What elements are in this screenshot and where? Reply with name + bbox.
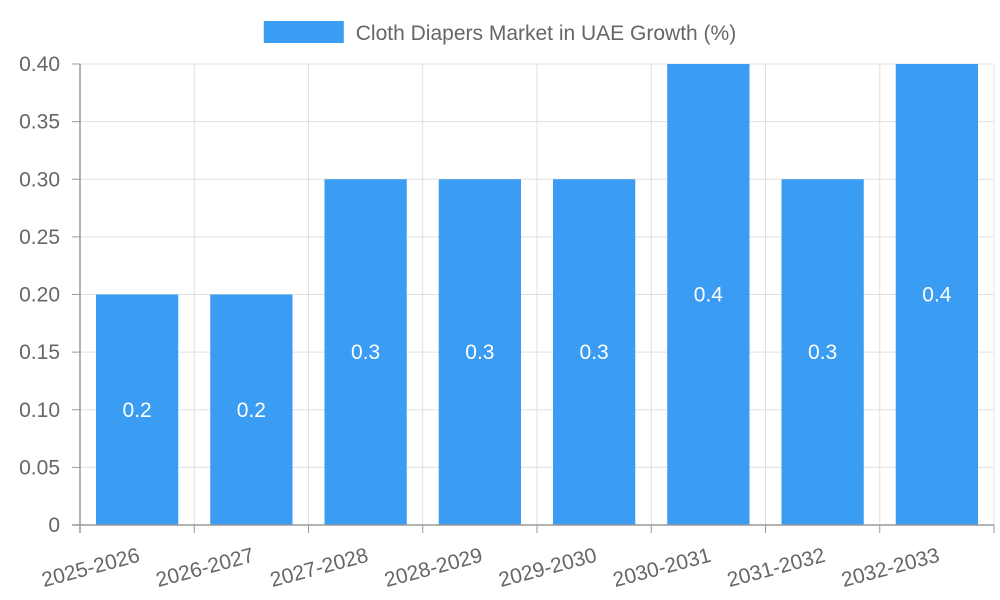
data-label: 0.4 (694, 284, 724, 307)
y-tick-label: 0.40 (19, 53, 60, 76)
x-tick-label: 2028-2029 (382, 544, 485, 592)
data-label: 0.3 (808, 341, 837, 364)
data-label: 0.3 (580, 341, 609, 364)
y-tick-label: 0.35 (19, 111, 60, 134)
bar-2026-2027[interactable] (210, 294, 293, 526)
legend-label[interactable]: Cloth Diapers Market in UAE Growth (%) (356, 22, 736, 45)
x-tick-label: 2031-2032 (725, 544, 828, 592)
bars (95, 64, 979, 526)
bar-2030-2031[interactable] (667, 64, 750, 525)
x-axis-ticks: 2025-2026 2026-2027 2027-2028 2028-2029 2029… (39, 525, 995, 592)
y-tick-label: 0.10 (19, 399, 60, 422)
data-label: 0.4 (922, 284, 952, 307)
bar-2031-2032[interactable] (781, 179, 864, 525)
bar-2027-2028[interactable] (324, 179, 407, 525)
y-tick-label: 0 (48, 514, 60, 537)
axes (72, 64, 994, 533)
data-labels: 0.2 0.2 0.3 0.3 0.3 0.4 0.3 0.4 (123, 284, 952, 422)
y-tick-label: 0.25 (19, 226, 60, 249)
bar-2025-2026[interactable] (95, 294, 179, 526)
legend[interactable]: Cloth Diapers Market in UAE Growth (%) (263, 21, 736, 45)
bar-2032-2033[interactable] (895, 64, 979, 525)
y-tick-label: 0.30 (19, 168, 60, 191)
data-label: 0.2 (237, 399, 266, 422)
y-tick-label: 0.20 (19, 284, 60, 307)
gridlines (79, 63, 995, 526)
y-axis-ticks: 0 0.05 0.10 0.15 0.20 0.25 0.30 0.35 0.40 (19, 53, 80, 537)
y-tick-label: 0.15 (19, 341, 60, 364)
data-label: 0.3 (351, 341, 380, 364)
data-label: 0.2 (123, 399, 152, 422)
x-tick-label: 2027-2028 (268, 544, 371, 592)
data-label: 0.3 (465, 341, 494, 364)
y-tick-label: 0.05 (19, 456, 60, 479)
x-tick-label: 2029-2030 (496, 544, 599, 592)
x-tick-label: 2032-2033 (839, 544, 942, 592)
legend-swatch[interactable] (263, 21, 344, 43)
bar-2028-2029[interactable] (438, 179, 522, 525)
bar-2029-2030[interactable] (552, 179, 636, 525)
x-tick-label: 2025-2026 (39, 544, 142, 592)
x-tick-label: 2030-2031 (611, 544, 714, 592)
x-tick-label: 2026-2027 (154, 544, 257, 592)
